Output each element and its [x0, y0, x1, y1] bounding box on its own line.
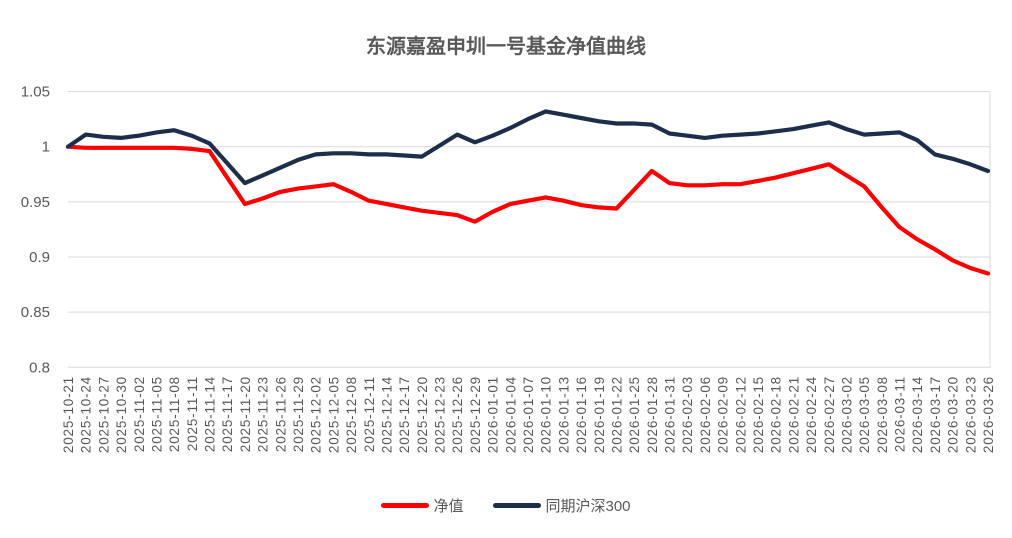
x-tick-label: 2026-03-02: [839, 376, 854, 453]
y-tick-label: 0.9: [29, 249, 50, 266]
chart-title: 东源嘉盈申圳一号基金净值曲线: [366, 36, 646, 58]
x-tick-label: 2026-01-16: [574, 376, 589, 453]
x-tick-label: 2026-01-28: [645, 376, 660, 453]
x-tick-label: 2026-02-27: [822, 376, 837, 453]
x-tick-label: 2026-01-31: [663, 376, 678, 453]
x-tick-label: 2025-11-14: [203, 376, 218, 452]
x-tick-label: 2025-10-21: [61, 376, 76, 453]
legend-item-csi300: 同期沪深300: [493, 495, 631, 516]
x-tick-label: 2026-01-07: [521, 376, 536, 453]
y-tick-label: 1: [42, 139, 50, 156]
legend: 净值 同期沪深300: [0, 495, 1012, 516]
x-tick-label: 2025-11-02: [132, 376, 147, 452]
x-tick-label: 2025-12-26: [450, 376, 465, 453]
x-tick-label: 2026-02-09: [716, 376, 731, 453]
x-tick-label: 2026-01-25: [627, 376, 642, 453]
x-tick-label: 2025-12-20: [415, 376, 430, 453]
x-tick-label: 2025-12-14: [379, 376, 394, 453]
x-tick-label: 2026-03-26: [981, 376, 996, 453]
x-tick-label: 2026-01-19: [592, 376, 607, 453]
x-tick-label: 2025-12-08: [344, 376, 359, 453]
y-tick-label: 0.8: [29, 359, 50, 376]
x-tick-label: 2025-11-17: [220, 376, 235, 452]
x-tick-label: 2026-02-15: [751, 376, 766, 453]
y-tick-label: 1.05: [21, 84, 50, 101]
legend-item-net-value: 净值: [381, 495, 463, 516]
x-tick-label: 2025-12-23: [433, 376, 448, 453]
y-tick-label: 0.85: [21, 304, 50, 321]
x-tick-label: 2026-02-12: [733, 376, 748, 453]
x-tick-label: 2026-01-10: [539, 376, 554, 453]
x-tick-label: 2026-01-01: [486, 376, 501, 453]
x-tick-label: 2026-02-21: [786, 376, 801, 453]
x-tick-label: 2026-03-08: [875, 376, 890, 453]
x-tick-label: 2025-12-11: [362, 376, 377, 452]
csi300-line: [65, 109, 991, 186]
legend-swatch-csi300: [493, 503, 542, 508]
x-tick-label: 2026-01-13: [556, 376, 571, 453]
x-tick-label: 2025-10-27: [96, 376, 111, 453]
x-tick-label: 2025-11-11: [185, 376, 200, 451]
x-tick-label: 2026-03-11: [893, 376, 908, 452]
x-tick-label: 2026-02-03: [680, 376, 695, 453]
x-tick-label: 2025-11-23: [256, 376, 271, 452]
x-tick-label: 2026-03-14: [910, 376, 925, 453]
x-tick-label: 2025-11-08: [167, 376, 182, 452]
legend-swatch-net-value: [381, 503, 430, 508]
x-tick-label: 2025-12-29: [468, 376, 483, 453]
x-tick-label: 2025-11-29: [291, 376, 306, 452]
x-tick-label: 2026-02-18: [769, 376, 784, 453]
y-tick-label: 0.95: [21, 194, 50, 211]
x-tick-label: 2026-03-05: [857, 376, 872, 453]
x-tick-label: 2026-03-23: [963, 376, 978, 453]
x-tick-label: 2025-12-17: [397, 376, 412, 453]
x-tick-label: 2025-12-02: [309, 376, 324, 453]
x-tick-label: 2025-11-20: [238, 376, 253, 452]
x-tick-label: 2026-01-22: [609, 376, 624, 453]
x-tick-label: 2025-12-05: [326, 376, 341, 453]
x-tick-label: 2025-10-24: [79, 376, 94, 453]
x-tick-label: 2025-10-30: [114, 376, 129, 453]
legend-label-net-value: 净值: [433, 498, 464, 515]
x-tick-label: 2025-11-26: [273, 376, 288, 452]
x-tick-label: 2026-02-06: [698, 376, 713, 453]
x-tick-label: 2026-02-24: [804, 376, 819, 453]
net-value-line: [65, 144, 991, 276]
legend-label-csi300: 同期沪深300: [545, 498, 631, 515]
x-tick-label: 2026-03-17: [928, 376, 943, 453]
x-tick-label: 2026-01-04: [503, 376, 518, 453]
x-tick-label: 2026-03-20: [946, 376, 961, 453]
x-tick-label: 2025-11-05: [149, 376, 164, 452]
